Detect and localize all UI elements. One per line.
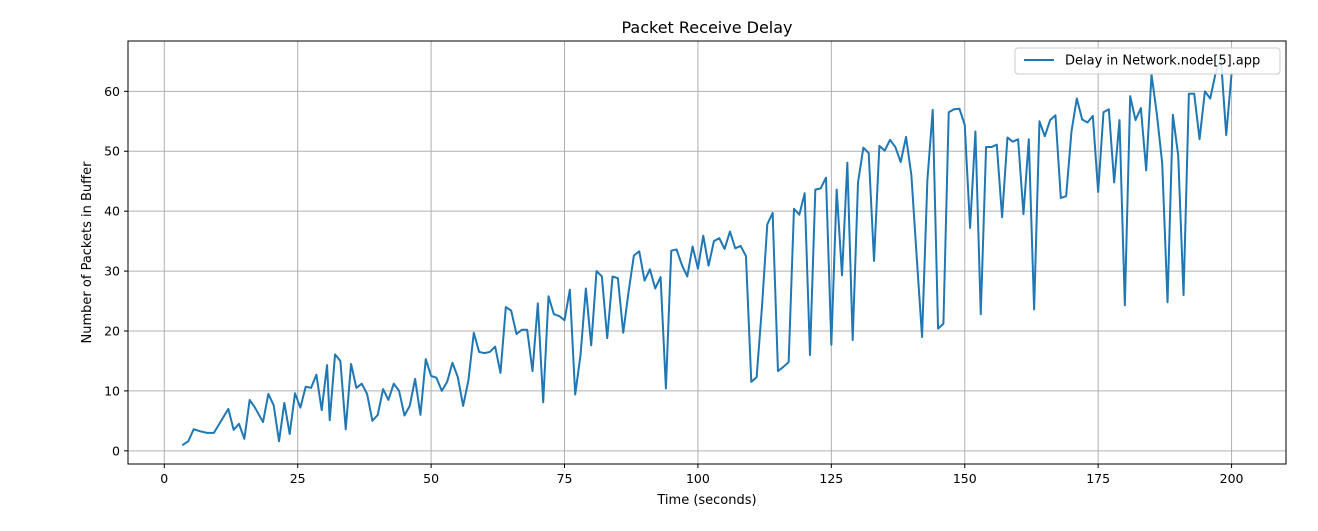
x-tick-label: 175: [1086, 471, 1110, 486]
y-tick-label: 0: [112, 443, 120, 458]
y-tick-label: 50: [104, 144, 120, 159]
series-layer: [181, 57, 1233, 446]
y-tick-label: 10: [104, 383, 120, 398]
x-tick-label: 150: [953, 471, 977, 486]
x-tick-label: 25: [290, 471, 306, 486]
x-tick-label: 100: [686, 471, 710, 486]
chart-title: Packet Receive Delay: [621, 18, 792, 37]
legend-box: [1014, 47, 1281, 75]
y-tick-label: 40: [104, 204, 120, 219]
x-tick-label: 125: [819, 471, 843, 486]
x-axis-label: Time (seconds): [656, 493, 756, 508]
y-tick-label: 30: [104, 264, 120, 279]
grid-lines: [128, 41, 1286, 464]
y-tick-label: 20: [104, 323, 120, 338]
plot-frame: [127, 40, 1287, 465]
legend: Delay in Network.node[5].app: [1014, 47, 1281, 75]
x-tick-label: 200: [1220, 471, 1244, 486]
legend-entry-label: Delay in Network.node[5].app: [1065, 54, 1260, 69]
y-axis-label: Number of Packets in Buffer: [80, 161, 95, 344]
y-tick-label: 60: [104, 84, 120, 99]
tick-layer: 0 25 50 75 100 125 150 175 200 0 10 20 30 40 50 60: [104, 84, 1243, 486]
x-tick-label: 75: [557, 471, 573, 486]
x-tick-label: 0: [160, 471, 168, 486]
x-tick-label: 50: [423, 471, 439, 486]
series-line-0: [181, 57, 1233, 446]
